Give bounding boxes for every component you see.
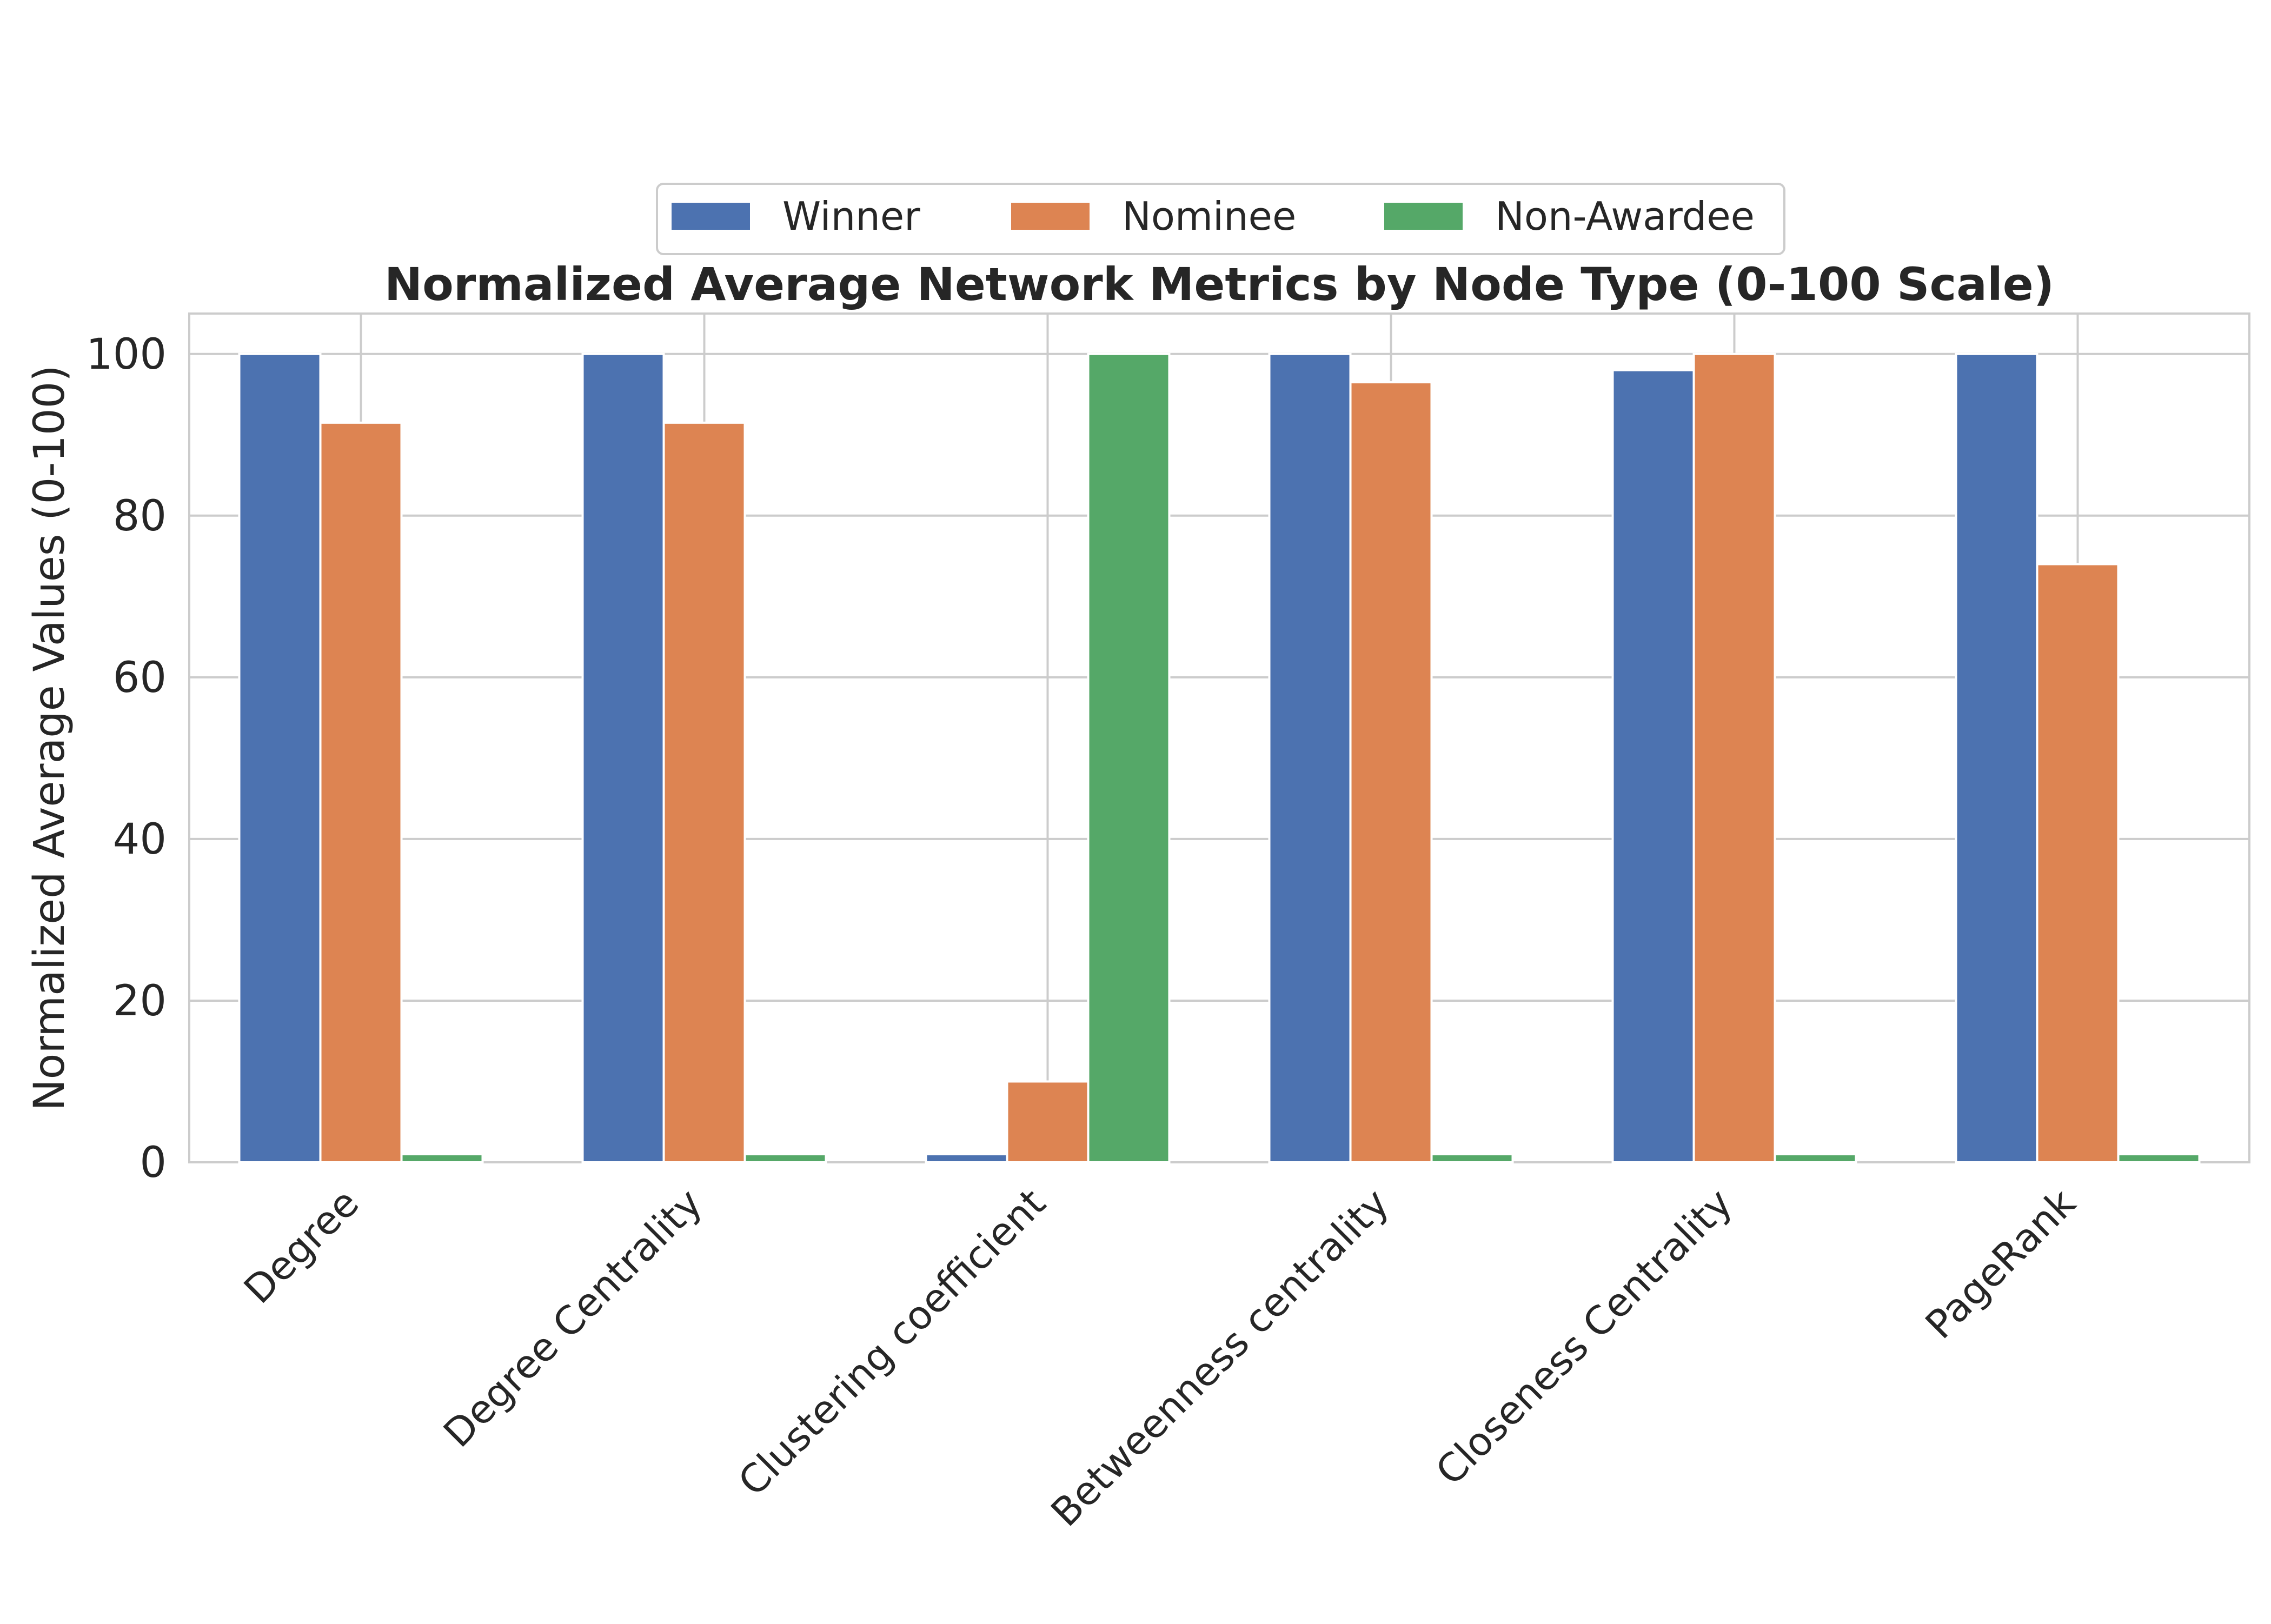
bar-nominee-3 (1349, 381, 1433, 1163)
bar-winner-2 (925, 1153, 1008, 1163)
y-tick-label: 0 (140, 1139, 167, 1187)
bar-winner-3 (1268, 352, 1352, 1163)
legend-swatch (672, 203, 750, 230)
legend-label: Nominee (1122, 194, 1296, 239)
x-tick-label: Degree (235, 1180, 368, 1313)
legend: Winner Nominee Non-Awardee (656, 183, 1785, 255)
bar-nominee-2 (1006, 1080, 1090, 1163)
bar-non-awardee-1 (743, 1153, 827, 1163)
bar-non-awardee-2 (1087, 352, 1171, 1163)
bar-non-awardee-3 (1430, 1153, 1514, 1163)
bar-nominee-1 (662, 421, 746, 1163)
y-tick-labels: 0 20 40 60 80 100 (86, 330, 167, 1187)
y-tick-label: 100 (86, 330, 167, 379)
y-tick-label: 60 (113, 654, 167, 702)
x-tick-label: Clustering coefficient (729, 1180, 1054, 1505)
bar-winner-5 (1955, 352, 2038, 1163)
bars (238, 352, 2201, 1164)
plot-area (188, 312, 2250, 1163)
legend-swatch (1011, 203, 1090, 230)
chart-title: Normalized Average Network Metrics by No… (384, 258, 2054, 311)
x-tick-label: Degree Centrality (435, 1180, 710, 1456)
bar-winner-0 (238, 352, 322, 1163)
legend-swatch (1384, 203, 1463, 230)
x-tick-label: PageRank (1917, 1180, 2084, 1347)
bar-non-awardee-0 (400, 1153, 484, 1163)
y-tick-label: 80 (113, 492, 167, 541)
x-tick-labels: Degree Degree Centrality Clustering coeffi… (235, 1180, 2084, 1535)
bar-nominee-0 (319, 421, 403, 1163)
bar-non-awardee-4 (1774, 1153, 1857, 1163)
bar-winner-1 (581, 352, 665, 1163)
y-tick-label: 40 (113, 815, 167, 864)
bar-nominee-5 (2036, 563, 2120, 1163)
bar-nominee-4 (1692, 352, 1776, 1163)
x-tick-label: Closeness Centrality (1427, 1180, 1741, 1494)
legend-label: Winner (782, 194, 920, 239)
bar-non-awardee-5 (2117, 1153, 2201, 1163)
y-axis-label: Normalized Average Values (0-100) (25, 365, 74, 1110)
y-tick-label: 20 (113, 977, 167, 1026)
bar-winner-4 (1611, 369, 1695, 1164)
legend-label: Non-Awardee (1495, 194, 1755, 239)
legend-frame (656, 183, 1785, 255)
x-tick-label: Betweenness centrality (1042, 1180, 1397, 1535)
